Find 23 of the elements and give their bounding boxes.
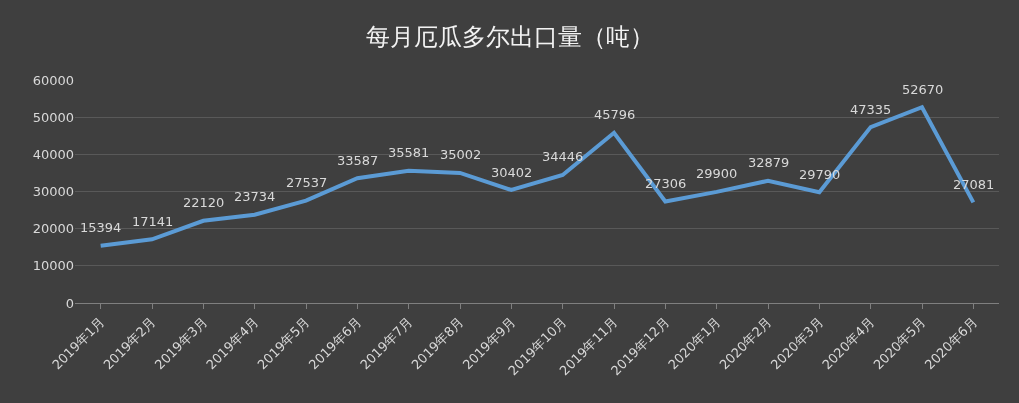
data-label: 22120 — [183, 195, 225, 210]
y-tick-label: 10000 — [32, 258, 74, 274]
y-tick-label: 40000 — [32, 146, 74, 162]
y-tick-label: 50000 — [32, 109, 74, 125]
y-tick-label: 0 — [65, 295, 74, 311]
data-label: 27537 — [286, 175, 328, 190]
data-label: 30402 — [491, 165, 533, 180]
data-label: 17141 — [132, 214, 174, 229]
data-label: 35581 — [388, 145, 430, 160]
y-tick-label: 20000 — [32, 221, 74, 237]
y-tick-label: 30000 — [32, 184, 74, 200]
data-label: 23734 — [234, 189, 276, 204]
data-label: 52670 — [902, 82, 944, 97]
data-label: 33587 — [337, 153, 379, 168]
data-label: 34446 — [542, 149, 584, 164]
data-label: 15394 — [80, 220, 122, 235]
data-label: 45796 — [594, 107, 636, 122]
y-tick-label: 60000 — [32, 72, 74, 88]
chart-title: 每月厄瓜多尔出口量（吨） — [365, 23, 654, 52]
data-label: 47335 — [850, 102, 892, 117]
data-label: 35002 — [440, 147, 482, 162]
data-label: 32879 — [748, 155, 790, 170]
data-label: 29900 — [696, 166, 738, 181]
